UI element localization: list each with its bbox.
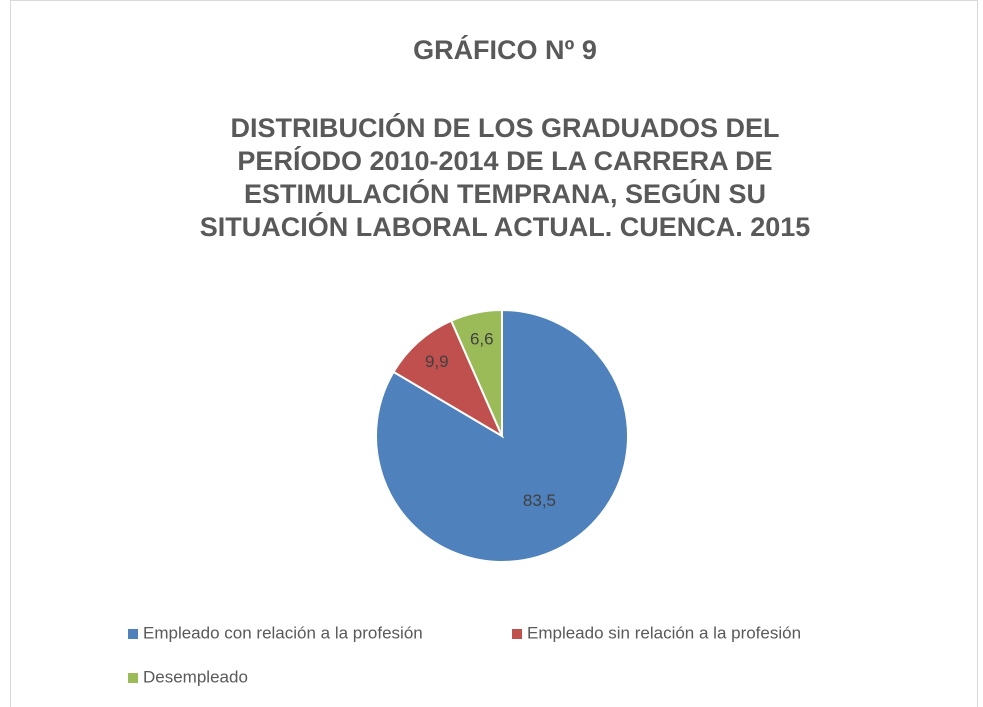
chart-subtitle: SITUACIÓN LABORAL ACTUAL. CUENCA. 2015 (200, 211, 811, 242)
legend-swatch (512, 629, 522, 639)
chart-subtitle: ESTIMULACIÓN TEMPRANA, SEGÚN SU (244, 178, 766, 209)
data-label: 9,9 (425, 352, 449, 371)
data-label: 83,5 (523, 491, 556, 510)
pie-slice (375, 308, 629, 563)
legend-swatch (128, 629, 138, 639)
chart-subtitle: DISTRIBUCIÓN DE LOS GRADUADOS DEL (230, 112, 779, 143)
pie-slice (392, 319, 505, 439)
legend-label: Empleado con relación a la profesión (143, 623, 423, 642)
legend-swatch (128, 673, 138, 683)
chart-title: GRÁFICO Nº 9 (413, 34, 597, 65)
pie-slice (449, 308, 503, 437)
data-label: 6,6 (470, 329, 494, 348)
legend-label: Desempleado (143, 667, 248, 686)
chart-subtitle: PERÍODO 2010-2014 DE LA CARRERA DE (237, 145, 772, 176)
legend-label: Empleado sin relación a la profesión (527, 623, 801, 642)
